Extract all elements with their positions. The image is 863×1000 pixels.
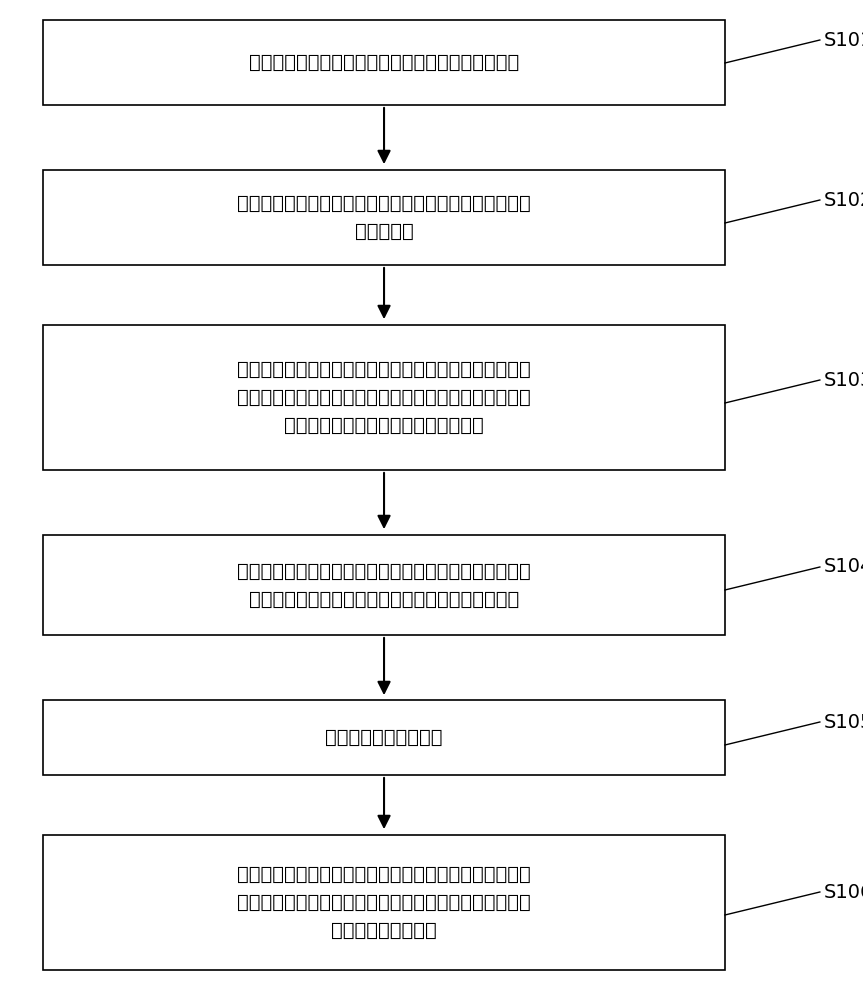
Text: 在第一半固化片的两侧低温压合第一铜箔和第二铜箔: 在第一半固化片的两侧低温压合第一铜箔和第二铜箔: [249, 53, 520, 72]
Bar: [43, 170, 725, 265]
Bar: [43, 700, 725, 775]
Text: 在除胶渣后，去除第一铜箔和第三铜箔，并在第一半固化
片和第二半固化片上以及盲孔中形成化学镀铜层结构和位
于其上的第二铜线路: 在除胶渣后，去除第一铜箔和第三铜箔，并在第一半固化 片和第二半固化片上以及盲孔中…: [237, 865, 531, 940]
Text: S105: S105: [824, 712, 863, 732]
Text: 对所述第一铜箔和第一半固化片以及所述第三铜箔和第二
半固化片分别进行激光钻孔至所述铜电极，形成盲孔: 对所述第一铜箔和第一半固化片以及所述第三铜箔和第二 半固化片分别进行激光钻孔至所…: [237, 562, 531, 608]
Text: S104: S104: [824, 558, 863, 576]
Text: 在所述第一铜线路和铜电极上高温压合并固化第二半固化
片和第三铜箔，压合后所述第一铜线路和铜电极嵌入所述
第一半固化片和所述第二半固化片之间: 在所述第一铜线路和铜电极上高温压合并固化第二半固化 片和第三铜箔，压合后所述第一…: [237, 360, 531, 435]
Text: S106: S106: [824, 882, 863, 902]
Bar: [43, 325, 725, 470]
Bar: [43, 20, 725, 105]
Text: 对所述盲孔进行除胶渣: 对所述盲孔进行除胶渣: [325, 728, 443, 747]
Text: 对第一铜箔进行保护，对第二铜箔进行光刻形成第一铜线
路和铜电极: 对第一铜箔进行保护，对第二铜箔进行光刻形成第一铜线 路和铜电极: [237, 194, 531, 241]
Text: S103: S103: [824, 370, 863, 389]
Text: S102: S102: [824, 190, 863, 210]
Text: S101: S101: [824, 30, 863, 49]
Bar: [43, 835, 725, 970]
Bar: [43, 535, 725, 635]
